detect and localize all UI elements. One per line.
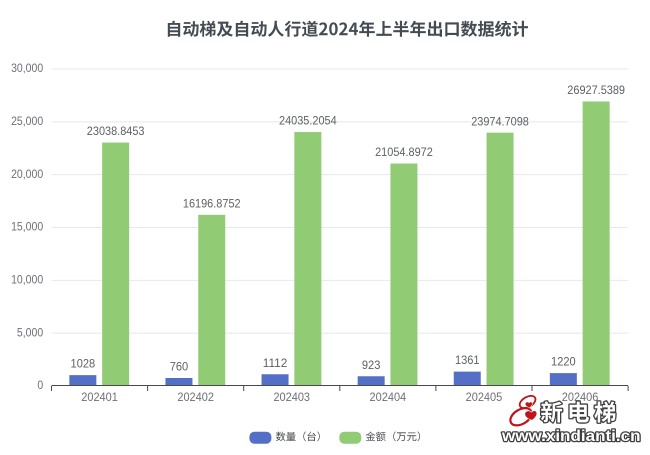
svg-text:1028: 1028 xyxy=(71,357,96,371)
svg-text:202401: 202401 xyxy=(81,390,118,404)
svg-text:202406: 202406 xyxy=(562,390,599,404)
svg-text:26927.5389: 26927.5389 xyxy=(567,83,625,97)
svg-text:202402: 202402 xyxy=(177,390,214,404)
svg-text:1112: 1112 xyxy=(263,356,288,370)
svg-text:20,000: 20,000 xyxy=(11,167,43,181)
svg-text:30,000: 30,000 xyxy=(11,61,43,75)
svg-text:16196.8752: 16196.8752 xyxy=(183,196,241,210)
svg-text:1361: 1361 xyxy=(455,353,480,367)
svg-text:24035.2054: 24035.2054 xyxy=(279,114,337,128)
svg-text:202405: 202405 xyxy=(466,390,503,404)
svg-text:202403: 202403 xyxy=(273,390,310,404)
svg-text:1220: 1220 xyxy=(551,355,576,369)
svg-text:www.xindianti.cn: www.xindianti.cn xyxy=(501,428,641,445)
svg-text:23038.8453: 23038.8453 xyxy=(87,124,145,138)
svg-text:5,000: 5,000 xyxy=(17,325,44,339)
svg-text:923: 923 xyxy=(362,358,381,372)
svg-text:202404: 202404 xyxy=(370,390,407,404)
svg-text:21054.8972: 21054.8972 xyxy=(375,145,433,159)
svg-text:15,000: 15,000 xyxy=(11,220,43,234)
svg-text:25,000: 25,000 xyxy=(11,114,43,128)
svg-text:23974.7098: 23974.7098 xyxy=(471,114,529,128)
svg-text:10,000: 10,000 xyxy=(11,272,43,286)
svg-text:760: 760 xyxy=(170,360,189,374)
svg-text:0: 0 xyxy=(37,378,43,392)
